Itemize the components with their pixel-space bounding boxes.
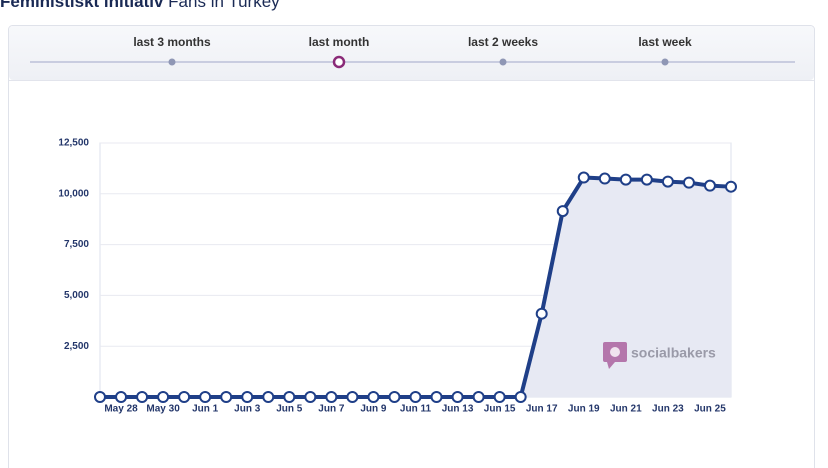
point <box>199 391 212 403</box>
point <box>346 391 359 403</box>
title-bold: Feministiskt initiativ <box>0 0 164 11</box>
point <box>682 176 695 189</box>
point <box>136 391 149 403</box>
point <box>241 391 254 403</box>
y-tick-label: 12,500 <box>58 138 89 149</box>
point <box>535 307 548 320</box>
x-tick-label: Jun 13 <box>442 404 474 415</box>
point <box>577 171 590 184</box>
slider-handle[interactable] <box>332 55 346 69</box>
x-tick-label: Jun 17 <box>526 404 558 415</box>
point <box>367 391 380 403</box>
slider-dot[interactable] <box>661 58 669 66</box>
point <box>514 391 527 403</box>
x-tick-label: Jun 3 <box>234 404 261 415</box>
point <box>157 391 170 403</box>
area <box>100 177 731 397</box>
point <box>725 180 737 193</box>
point <box>640 173 653 186</box>
point <box>661 175 674 188</box>
slider-dot[interactable] <box>499 58 507 66</box>
x-tick-label: May 28 <box>104 404 138 415</box>
point <box>409 391 422 403</box>
y-tick-label: 7,500 <box>64 239 89 250</box>
point <box>472 391 485 403</box>
y-tick-label: 5,000 <box>64 290 89 301</box>
x-tick-label: Jun 1 <box>192 404 219 415</box>
watermark: socialbakers <box>631 345 716 361</box>
point <box>451 391 464 403</box>
point <box>430 391 443 403</box>
page-title: Feministiskt initiativ Fans in Turkey <box>0 0 280 11</box>
x-tick-label: Jun 9 <box>360 404 387 415</box>
point <box>178 391 191 403</box>
x-tick-label: Jun 21 <box>610 404 642 415</box>
point <box>220 391 233 403</box>
x-tick-label: Jun 5 <box>276 404 303 415</box>
watermark-icon <box>603 342 627 369</box>
point <box>703 179 716 192</box>
x-tick-label: Jun 7 <box>318 404 345 415</box>
point <box>283 391 296 403</box>
x-tick-label: Jun 19 <box>568 404 600 415</box>
y-tick-label: 2,500 <box>64 341 89 352</box>
point <box>325 391 338 403</box>
x-tick-label: Jun 11 <box>400 404 432 415</box>
point <box>115 391 128 403</box>
x-tick-label: Jun 23 <box>652 404 684 415</box>
point <box>388 391 401 403</box>
x-tick-label: Jun 25 <box>694 404 726 415</box>
tab-label[interactable]: last 2 weeks <box>468 35 538 49</box>
point <box>262 391 275 403</box>
point <box>619 173 632 186</box>
x-tick-label: May 30 <box>146 404 180 415</box>
point <box>598 172 611 185</box>
point <box>493 391 506 403</box>
point <box>556 205 569 218</box>
tab-label[interactable]: last week <box>638 35 692 49</box>
y-tick-label: 10,000 <box>58 188 89 199</box>
slider-dot[interactable] <box>168 58 176 66</box>
x-tick-label: Jun 15 <box>484 404 516 415</box>
tab-label[interactable]: last month <box>309 35 370 49</box>
tab-bar <box>9 26 814 80</box>
point <box>94 391 106 403</box>
point <box>304 391 317 403</box>
title-rest: Fans in Turkey <box>168 0 280 11</box>
tab-label[interactable]: last 3 months <box>133 35 211 49</box>
